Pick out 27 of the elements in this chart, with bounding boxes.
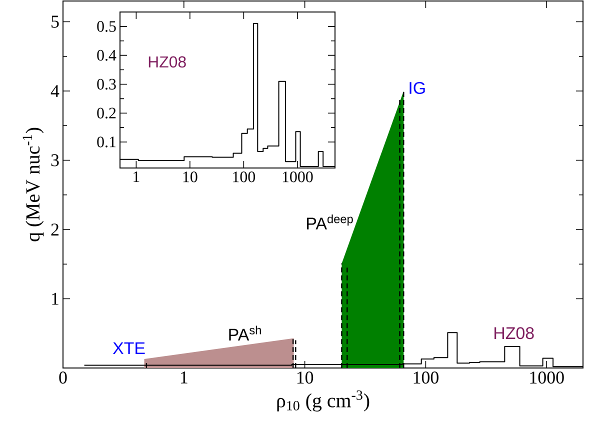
y-tick-label: 2 bbox=[51, 224, 58, 236]
x-tick-label: 0 bbox=[59, 372, 67, 384]
annotation: HZ08 bbox=[148, 56, 186, 68]
y-tick-label: 5 bbox=[52, 16, 59, 28]
y-tick-label: 0.4 bbox=[97, 50, 116, 61]
y-tick-label: 0.3 bbox=[97, 78, 116, 90]
x-tick-label: 10 bbox=[297, 372, 314, 384]
annotation: PA$^{sh}$ bbox=[229, 326, 261, 341]
y-tick-label: 0.5 bbox=[97, 21, 116, 32]
y-tick-label: 4 bbox=[50, 85, 60, 97]
annotation: IG bbox=[410, 82, 425, 94]
annotation: HZ08 bbox=[494, 327, 534, 340]
x-axis-title: ρ$_{10}$ (g cm$^{-3}$) bbox=[277, 390, 370, 412]
x-tick-label: 1000 bbox=[530, 372, 564, 384]
x-tick-label: 1 bbox=[134, 172, 140, 182]
y-tick-label: 0.2 bbox=[97, 108, 116, 119]
x-tick-label: 100 bbox=[414, 372, 438, 384]
y-tick-label: 1 bbox=[52, 292, 58, 305]
y-tick-label: 3 bbox=[51, 154, 59, 166]
x-tick-label: 1 bbox=[181, 372, 188, 384]
annotation: XTE bbox=[112, 342, 145, 354]
annotation: PA$^{deep}$ bbox=[307, 214, 353, 230]
y-tick-label: 0.1 bbox=[97, 136, 116, 148]
y-axis-title: q (MeV nuc$^{-1}$) bbox=[22, 128, 44, 242]
x-tick-label: 100 bbox=[233, 172, 256, 182]
x-tick-label: 1000 bbox=[282, 172, 313, 182]
x-tick-label: 10 bbox=[183, 172, 198, 182]
